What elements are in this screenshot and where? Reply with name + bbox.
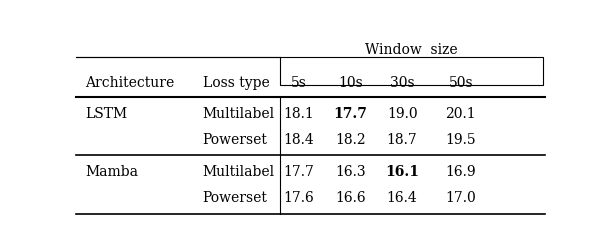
- Text: 17.6: 17.6: [284, 190, 314, 204]
- Text: 20.1: 20.1: [445, 107, 476, 121]
- Text: 16.9: 16.9: [445, 164, 476, 178]
- Text: 19.0: 19.0: [387, 107, 418, 121]
- Text: 10s: 10s: [338, 75, 363, 89]
- Text: 17.7: 17.7: [333, 107, 367, 121]
- Text: Loss type: Loss type: [202, 75, 269, 89]
- Text: 16.1: 16.1: [385, 164, 419, 178]
- Text: 50s: 50s: [448, 75, 473, 89]
- Text: 5s: 5s: [291, 75, 307, 89]
- Text: 16.6: 16.6: [335, 190, 366, 204]
- Text: 16.3: 16.3: [335, 164, 366, 178]
- Text: Window  size: Window size: [365, 43, 458, 56]
- Text: 17.0: 17.0: [445, 190, 476, 204]
- Text: Mamba: Mamba: [85, 164, 138, 178]
- Text: Multilabel: Multilabel: [202, 107, 275, 121]
- Text: 18.4: 18.4: [284, 133, 314, 146]
- Text: LSTM: LSTM: [85, 107, 127, 121]
- Text: Architecture: Architecture: [85, 75, 175, 89]
- Text: 30s: 30s: [390, 75, 415, 89]
- Bar: [280, 58, 543, 86]
- Text: 16.4: 16.4: [387, 190, 418, 204]
- Text: Powerset: Powerset: [202, 190, 267, 204]
- Text: Multilabel: Multilabel: [202, 164, 275, 178]
- Text: 19.5: 19.5: [445, 133, 476, 146]
- Text: Powerset: Powerset: [202, 133, 267, 146]
- Text: 17.7: 17.7: [284, 164, 315, 178]
- Text: 18.1: 18.1: [284, 107, 314, 121]
- Text: 18.7: 18.7: [387, 133, 418, 146]
- Text: 18.2: 18.2: [335, 133, 366, 146]
